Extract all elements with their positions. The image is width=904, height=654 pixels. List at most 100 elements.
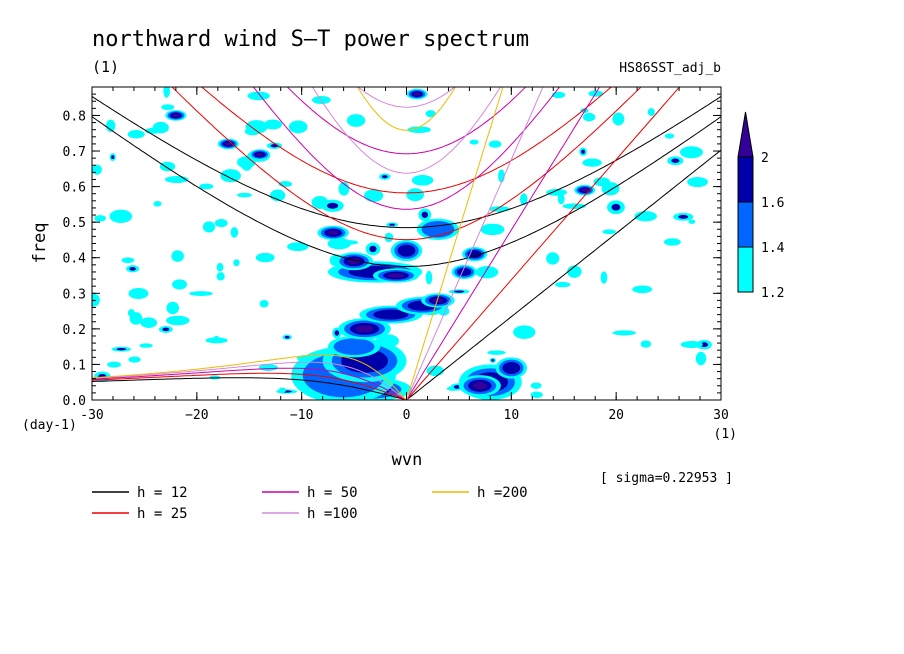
contour-speckle — [513, 325, 536, 339]
y-tick-label: 0.2 — [63, 323, 86, 338]
y-tick-label: 0.6 — [63, 181, 86, 196]
y-tick-label: 0.1 — [63, 358, 86, 373]
contour-speckle — [487, 350, 506, 355]
y-tick-label: 0.3 — [63, 287, 86, 302]
contour-blob — [355, 325, 374, 333]
contour-speckle-core — [284, 335, 290, 339]
dispersion-curve-200-kelvin — [406, 87, 504, 400]
contour-blob — [397, 244, 416, 257]
contour-speckle — [582, 112, 596, 122]
contour-speckle — [172, 279, 188, 290]
contour-speckle — [107, 361, 121, 368]
contour-speckle — [121, 257, 135, 264]
contour-speckle-core — [671, 158, 680, 163]
y-unit-label: (day-1) — [22, 418, 77, 433]
dispersion-curve-200-ig1 — [356, 87, 457, 131]
contour-blob — [256, 152, 264, 157]
contour-blob — [581, 188, 589, 192]
colorbar-segment — [737, 156, 754, 203]
y-tick-label: 0.0 — [63, 394, 86, 409]
contour-speckle — [264, 119, 283, 130]
contour-speckle — [687, 176, 708, 188]
contour-speckle — [259, 300, 269, 308]
contour-speckle — [530, 382, 542, 389]
contour-speckle — [601, 181, 620, 196]
contour-speckle — [220, 169, 241, 183]
contour-speckle-core — [678, 214, 689, 219]
contour-speckle-core — [611, 203, 621, 211]
contour-blob — [502, 362, 521, 374]
contour-speckle — [600, 271, 608, 284]
contour-blob — [373, 309, 409, 320]
contour-speckle-core — [369, 245, 377, 253]
dispersion-curve-25-ig1 — [171, 87, 642, 241]
dispersion-curve-50-rossby — [92, 367, 407, 400]
contour-speckle — [663, 238, 681, 246]
contour-speckle — [407, 126, 431, 133]
contour-speckle — [278, 387, 287, 393]
dispersion-curve-12-kelvin — [406, 149, 721, 400]
chart-subtitle-right: HS86SST_adj_b — [619, 61, 721, 76]
contour-speckle — [109, 209, 133, 223]
contour-speckle — [664, 133, 675, 139]
contour-speckle — [139, 343, 153, 348]
contour-blob — [432, 297, 444, 303]
contour-speckle — [216, 263, 224, 272]
contour-speckle — [171, 250, 184, 262]
contour-speckle — [612, 112, 625, 126]
contour-speckle — [695, 351, 707, 366]
dispersion-curve-100-ig2 — [357, 87, 456, 108]
dispersion-curve-25-kelvin — [406, 87, 681, 400]
contour-speckle — [245, 120, 268, 134]
colorbar-label: 2 — [761, 151, 769, 166]
contour-speckle — [145, 127, 160, 134]
x-tick-label: 10 — [504, 408, 520, 423]
contour-speckle — [153, 201, 162, 207]
contour-speckle — [469, 139, 479, 145]
contour-speckle — [530, 391, 543, 398]
contour-speckle — [214, 219, 228, 228]
contour-speckle — [166, 301, 180, 315]
dispersion-curve-12-ig1 — [92, 116, 721, 267]
dispersion-curve-100-kelvin — [406, 87, 544, 400]
contour-speckle — [425, 110, 436, 118]
colorbar-label: 1.6 — [761, 196, 784, 211]
contour-speckle — [128, 288, 149, 299]
contour-speckle — [129, 312, 143, 325]
legend-label: h =100 — [307, 506, 358, 522]
contour-speckle — [258, 364, 278, 372]
contour-speckle — [632, 285, 653, 294]
y-axis-label: freq — [30, 223, 50, 264]
contour-speckle-core — [421, 211, 429, 218]
chart-subtitle-left: (1) — [92, 58, 119, 76]
contour-speckle — [567, 265, 582, 278]
colorbar-segment — [737, 201, 754, 248]
contour-speckle-core — [162, 327, 170, 332]
contour-speckle — [411, 174, 434, 186]
contour-speckle — [546, 252, 560, 265]
contour-speckle — [202, 221, 216, 233]
contour-speckle — [161, 104, 175, 111]
contour-speckle — [475, 265, 499, 279]
contour-speckle-core — [326, 202, 339, 209]
legend-label: h = 12 — [137, 485, 188, 501]
contour-speckle-core — [454, 290, 465, 293]
contour-speckle — [92, 164, 102, 175]
y-tick-label: 0.7 — [63, 145, 86, 160]
contour-speckle-core — [111, 155, 115, 160]
x-tick-label: 0 — [403, 408, 411, 423]
contour-speckle — [237, 192, 252, 198]
contour-speckle-core — [334, 330, 340, 336]
legend: h = 12 h = 25 h = 50 h =100 h =200 — [92, 485, 528, 522]
dispersion-curve-50-ig1 — [252, 87, 561, 210]
contour-speckle — [338, 181, 350, 196]
contour-speckle — [199, 183, 214, 190]
contour-speckle — [159, 161, 176, 172]
dispersion-curve-50-ig2 — [286, 87, 527, 155]
x-unit-label: (1) — [714, 427, 737, 442]
colorbar-segment — [737, 246, 754, 293]
x-tick-label: −10 — [290, 408, 313, 423]
contour-speckle — [255, 252, 275, 263]
dispersion-curve-100-ig1 — [311, 87, 502, 174]
contour-speckle — [165, 315, 190, 326]
